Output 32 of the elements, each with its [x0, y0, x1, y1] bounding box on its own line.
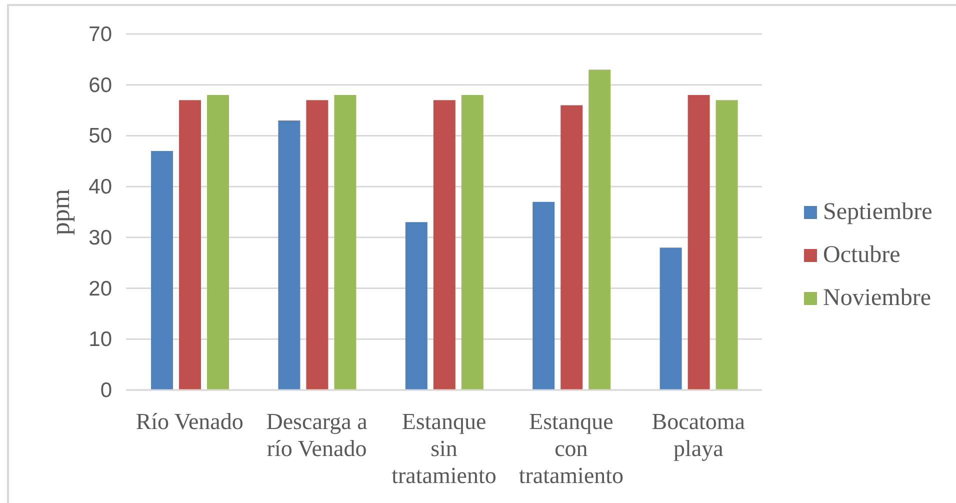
y-tick-label: 10 — [88, 328, 112, 352]
bar — [207, 95, 229, 390]
bar — [334, 95, 356, 390]
bar — [405, 222, 428, 390]
y-tick-label: 0 — [100, 379, 112, 402]
x-tick-label: Río Venado — [136, 409, 244, 434]
bar — [306, 100, 328, 390]
bar — [532, 202, 555, 390]
x-tick-label: Estanque sin tratamiento — [392, 409, 496, 488]
bar — [179, 100, 201, 390]
legend-label: Septiembre — [823, 199, 932, 226]
x-tick-label: Descarga a río Venado — [266, 409, 368, 461]
y-tick-label: 70 — [88, 23, 112, 46]
bar — [151, 150, 173, 390]
legend-label: Noviembre — [823, 285, 931, 312]
bar — [433, 100, 456, 390]
bar — [461, 95, 484, 390]
y-tick-label: 20 — [88, 277, 112, 300]
bar — [660, 248, 682, 390]
bar — [716, 100, 738, 390]
y-tick-label: 40 — [88, 176, 112, 199]
x-tick-label: Bocatoma playa — [652, 409, 746, 461]
bar — [588, 70, 611, 390]
y-tick-label: 60 — [88, 74, 112, 97]
x-tick-label: Estanque con tratamiento — [518, 409, 624, 488]
legend-label: Octubre — [823, 242, 900, 269]
bar — [560, 105, 583, 390]
y-axis-title: ppm — [46, 188, 74, 236]
y-tick-label: 30 — [88, 226, 112, 250]
bar — [688, 95, 710, 390]
y-tick-label: 50 — [88, 124, 112, 148]
bar — [278, 120, 300, 390]
